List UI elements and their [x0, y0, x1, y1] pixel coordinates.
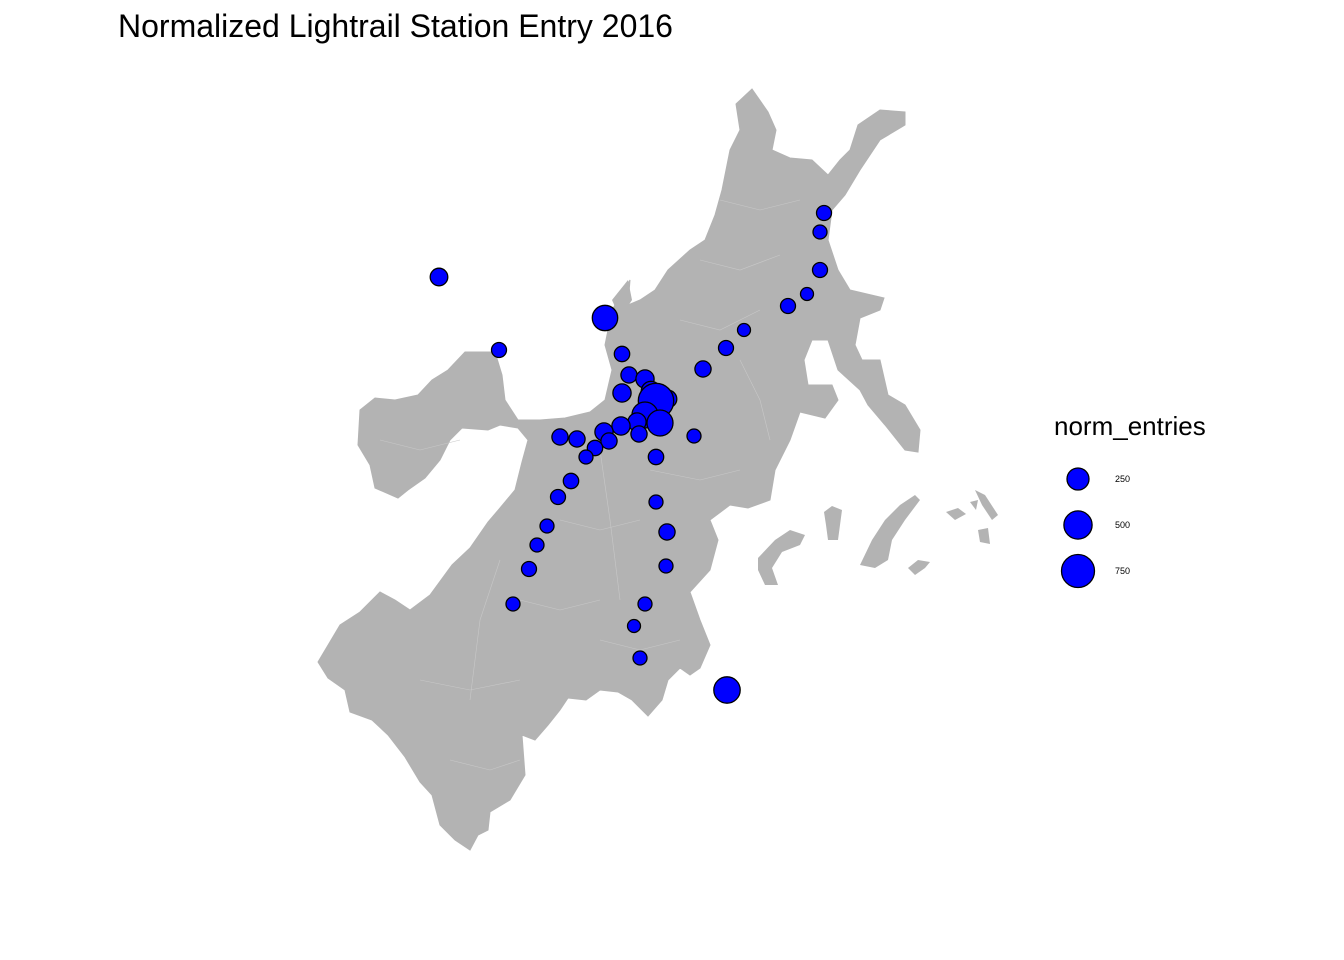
- station-point-s07: [717, 339, 735, 357]
- station-point-s40: [505, 596, 521, 612]
- station-point-s41: [637, 596, 653, 612]
- station-point-s12: [613, 345, 631, 363]
- station-point-s01: [815, 204, 833, 222]
- station-point-s43: [632, 650, 648, 666]
- map-title: Normalized Lightrail Station Entry 2016: [118, 8, 673, 44]
- station-point-s38: [658, 558, 674, 574]
- land-island-7: [978, 528, 990, 544]
- land-island-5: [946, 508, 966, 520]
- station-point-s08: [694, 360, 712, 378]
- legend-key-250: [1066, 467, 1090, 491]
- land-island-1: [758, 530, 805, 585]
- land-mainland: [317, 88, 921, 851]
- station-point-s39: [520, 560, 538, 578]
- legend-label-500: 500: [1115, 520, 1131, 530]
- land-area: [317, 88, 998, 851]
- land-island-3: [860, 495, 920, 568]
- station-point-s10: [490, 341, 508, 359]
- station-point-s02: [812, 224, 828, 240]
- station-point-s05: [779, 297, 797, 315]
- tract-borders: [379, 199, 801, 771]
- land-island-8: [970, 500, 978, 510]
- land-island-6: [975, 490, 998, 520]
- land-island-2: [824, 506, 842, 540]
- station-points: [429, 204, 833, 704]
- station-point-s22: [611, 416, 631, 436]
- station-point-s31: [647, 448, 665, 466]
- station-point-s27: [578, 449, 594, 465]
- station-point-s44: [713, 676, 741, 704]
- station-point-s29: [551, 428, 569, 446]
- legend-key-500: [1063, 510, 1093, 540]
- station-point-s15: [612, 383, 632, 403]
- station-point-s32: [562, 472, 580, 490]
- legend-key-750: [1060, 553, 1096, 589]
- station-point-s04: [799, 286, 815, 302]
- station-point-s36: [658, 523, 676, 541]
- station-point-s35: [539, 518, 555, 534]
- station-point-s30: [686, 428, 702, 444]
- station-point-s37: [529, 537, 545, 553]
- station-point-s42: [626, 618, 642, 634]
- station-point-s09: [429, 267, 449, 287]
- station-point-s28: [568, 430, 586, 448]
- legend-keys: [1060, 467, 1096, 589]
- station-point-s11: [591, 304, 619, 332]
- land-island-4: [908, 560, 930, 575]
- station-point-s06: [736, 322, 752, 338]
- station-point-s25: [600, 432, 618, 450]
- land-point: [612, 280, 632, 318]
- legend-label-250: 250: [1115, 474, 1131, 484]
- station-point-s03: [811, 261, 829, 279]
- legend-title: norm_entries: [1054, 411, 1206, 441]
- legend-label-750: 750: [1115, 566, 1131, 576]
- station-point-s13: [620, 366, 638, 384]
- station-point-s33: [549, 488, 567, 506]
- station-point-s24: [630, 425, 648, 443]
- station-point-s34: [648, 494, 664, 510]
- station-point-s20: [646, 409, 674, 437]
